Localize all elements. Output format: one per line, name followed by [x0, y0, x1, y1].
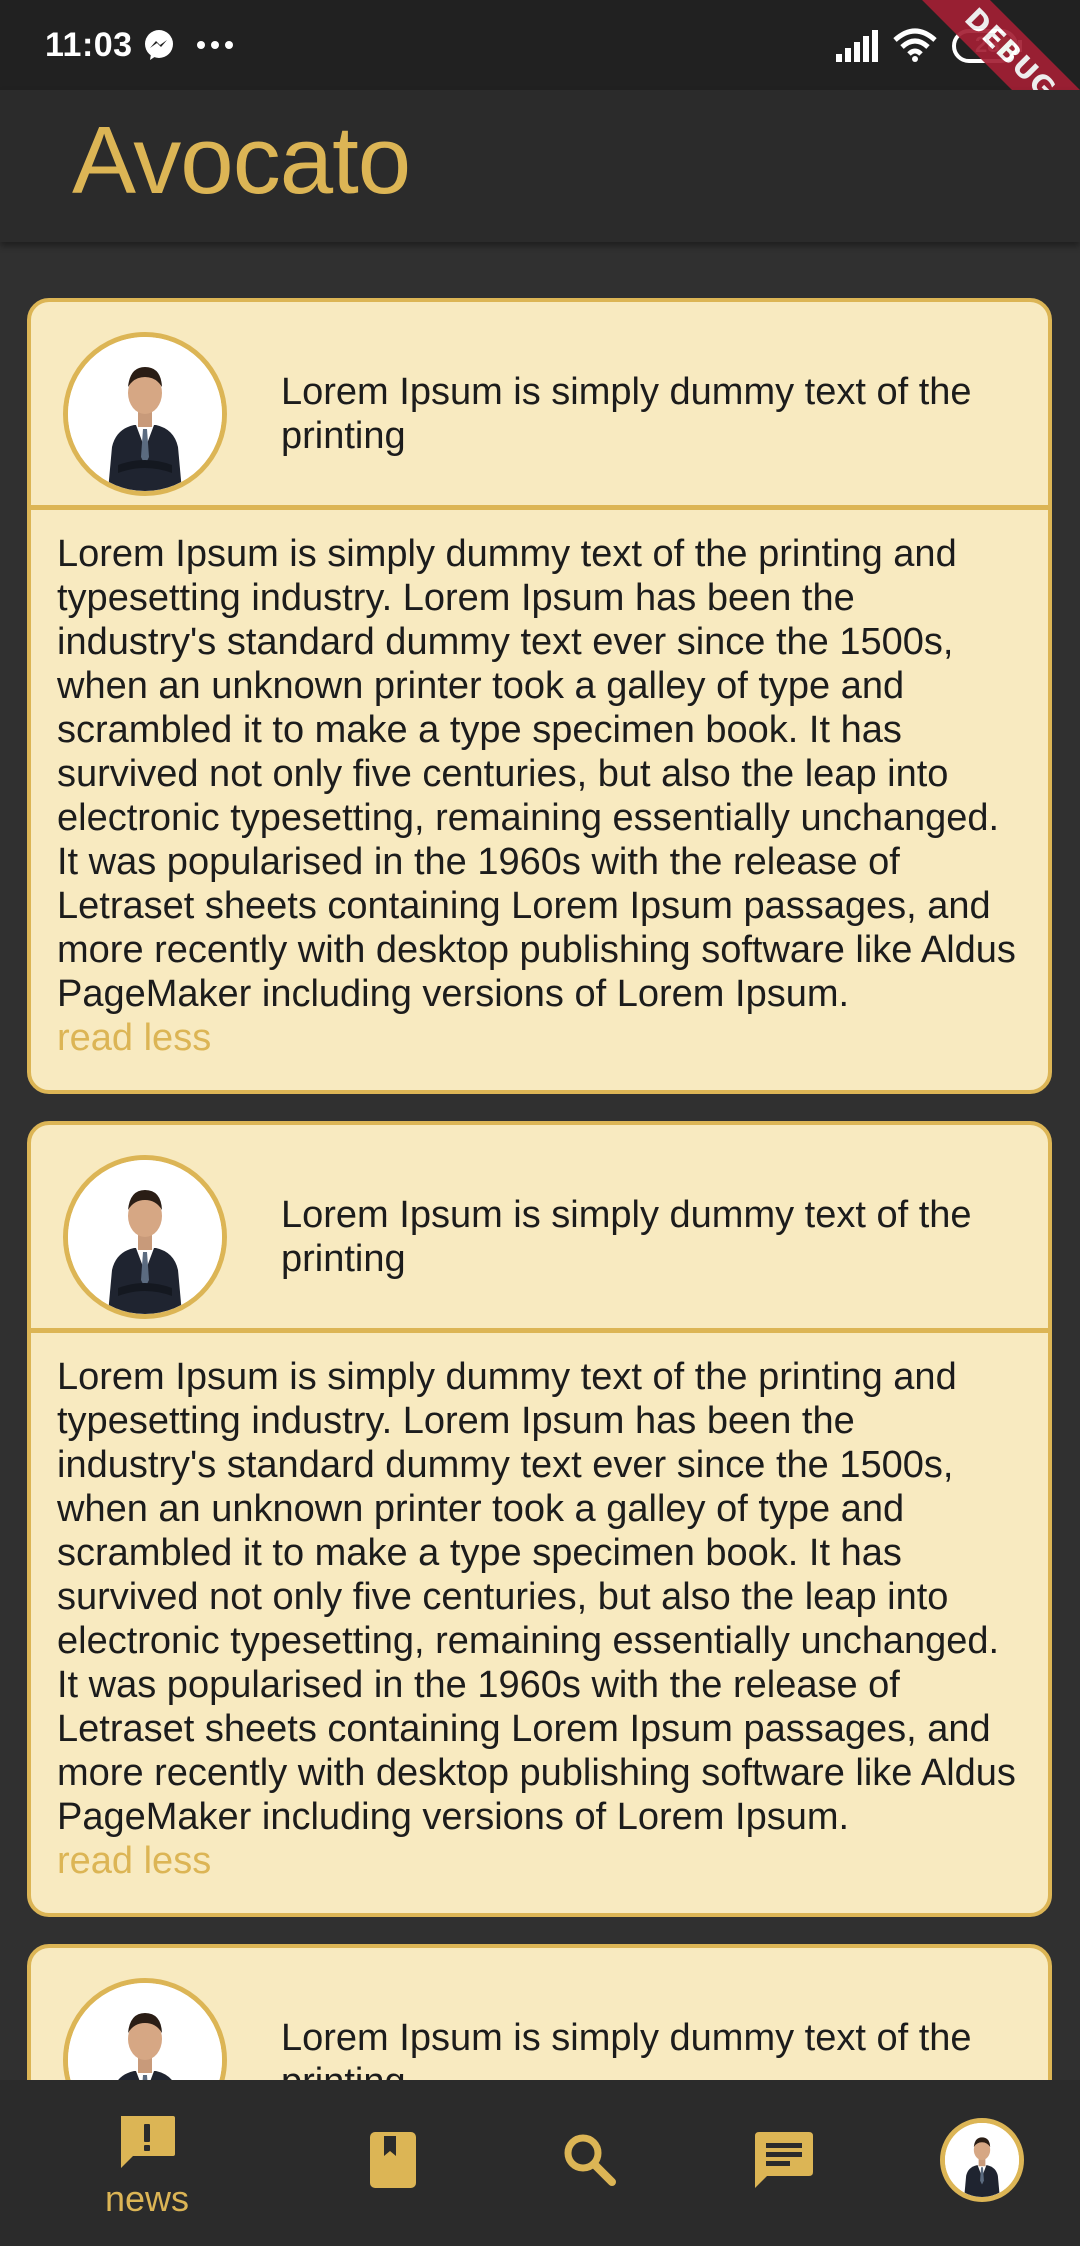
- post-text: Lorem Ipsum is simply dummy text of the …: [57, 533, 1016, 1015]
- post-title: Lorem Ipsum is simply dummy text of the …: [281, 1194, 972, 1280]
- nav-messages[interactable]: [724, 2080, 844, 2246]
- author-avatar[interactable]: [63, 332, 227, 496]
- read-less-link[interactable]: read less: [57, 1017, 212, 1059]
- businessman-avatar-icon: [68, 1160, 222, 1314]
- bottom-navigation: news: [0, 2080, 1080, 2246]
- news-feed[interactable]: Lorem Ipsum is simply dummy text of the …: [0, 242, 1080, 2080]
- post-text: Lorem Ipsum is simply dummy text of the …: [57, 1356, 1016, 1838]
- post-body: Lorem Ipsum is simply dummy text of the …: [31, 510, 1048, 1082]
- post-header: Lorem Ipsum is simply dummy text of the …: [31, 1125, 1048, 1333]
- app-title: Avocato: [72, 107, 411, 214]
- signal-icon: [836, 30, 878, 62]
- alert-message-icon: [121, 2116, 175, 2168]
- post-card[interactable]: Lorem Ipsum is simply dummy text of the …: [27, 1944, 1052, 2080]
- nav-search[interactable]: [528, 2080, 648, 2246]
- wifi-icon: [893, 28, 937, 62]
- status-bar: 11:03 28 DEBUG: [0, 0, 1080, 178]
- status-time: 11:03: [45, 26, 133, 64]
- post-card[interactable]: Lorem Ipsum is simply dummy text of the …: [27, 1121, 1052, 1917]
- post-card[interactable]: Lorem Ipsum is simply dummy text of the …: [27, 298, 1052, 1094]
- post-title: Lorem Ipsum is simply dummy text of the …: [281, 371, 972, 457]
- nav-profile[interactable]: [930, 2080, 1040, 2246]
- businessman-avatar-icon: [945, 2123, 1019, 2197]
- post-title: Lorem Ipsum is simply dummy text of the …: [281, 2017, 972, 2080]
- chat-icon: [755, 2132, 813, 2188]
- profile-avatar: [940, 2118, 1024, 2202]
- post-body: Lorem Ipsum is simply dummy text of the …: [31, 1333, 1048, 1905]
- messenger-icon: [145, 30, 173, 60]
- bookmark-icon: [370, 2132, 416, 2188]
- post-header: Lorem Ipsum is simply dummy text of the …: [31, 302, 1048, 510]
- search-icon: [564, 2134, 616, 2186]
- businessman-avatar-icon: [68, 1983, 222, 2080]
- author-avatar[interactable]: [63, 1155, 227, 1319]
- app-bar: Avocato: [0, 90, 1080, 242]
- businessman-avatar-icon: [68, 337, 222, 491]
- nav-bookmarks[interactable]: [332, 2080, 452, 2246]
- nav-news-label: news: [104, 2178, 190, 2219]
- author-avatar[interactable]: [63, 1978, 227, 2080]
- nav-news[interactable]: news: [72, 2080, 222, 2246]
- read-less-link[interactable]: read less: [57, 1840, 212, 1882]
- more-dots-icon: [197, 41, 233, 49]
- post-header: Lorem Ipsum is simply dummy text of the …: [31, 1948, 1048, 2080]
